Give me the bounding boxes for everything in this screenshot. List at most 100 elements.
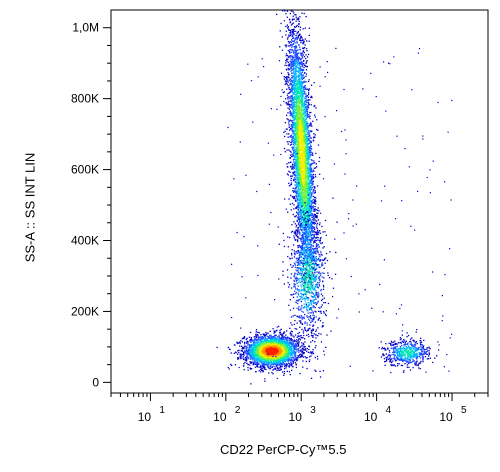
event-dot — [313, 258, 315, 260]
event-dot — [310, 210, 313, 212]
event-dot — [302, 268, 304, 270]
event-dot — [265, 357, 267, 360]
event-dot — [291, 81, 294, 84]
event-dot — [307, 132, 309, 134]
event-dot — [297, 332, 299, 335]
event-dot — [285, 55, 287, 57]
event-dot — [287, 72, 289, 74]
event-dot — [295, 194, 297, 197]
event-dot — [311, 353, 313, 355]
event-dot — [262, 336, 264, 338]
event-dot — [314, 241, 316, 243]
event-dot — [253, 357, 255, 360]
event-dot — [262, 348, 265, 351]
event-dot — [297, 18, 299, 21]
event-dot — [298, 350, 300, 352]
event-dot — [269, 353, 271, 355]
event-dot — [263, 362, 265, 364]
event-dot — [289, 346, 291, 348]
event-dot — [295, 363, 297, 365]
event-dot — [284, 336, 286, 338]
event-dot — [273, 334, 276, 337]
event-dot — [249, 346, 251, 348]
event-dot — [303, 116, 305, 119]
event-dot — [317, 129, 319, 131]
event-dot — [266, 365, 268, 367]
event-dot — [296, 350, 298, 352]
event-dot — [311, 330, 313, 332]
event-dot — [279, 361, 281, 363]
event-dot — [311, 202, 313, 204]
event-dot — [297, 300, 299, 302]
event-dot — [280, 354, 282, 356]
event-dot — [285, 62, 287, 64]
event-dot — [266, 353, 268, 356]
event-dot — [252, 342, 255, 344]
event-dot — [291, 43, 293, 45]
event-dot — [256, 341, 258, 344]
event-dot — [279, 337, 281, 339]
event-dot — [305, 108, 307, 110]
event-dot — [257, 354, 260, 356]
event-dot — [309, 135, 311, 137]
event-dot — [305, 124, 308, 126]
event-dot — [284, 83, 286, 85]
event-dot — [292, 213, 294, 216]
event-dot — [312, 237, 314, 239]
event-dot — [305, 75, 307, 77]
event-dot — [305, 303, 308, 306]
event-dot — [303, 137, 305, 140]
event-dot — [295, 345, 297, 347]
event-dot — [269, 334, 271, 336]
event-dot — [295, 16, 297, 18]
event-dot — [306, 138, 309, 140]
event-dot — [269, 359, 271, 361]
event-dot — [315, 226, 318, 228]
event-dot — [293, 33, 295, 35]
event-dot — [240, 355, 243, 357]
event-dot — [306, 56, 309, 58]
event-dot — [316, 128, 318, 131]
event-dot — [274, 363, 277, 365]
event-dot — [267, 345, 269, 347]
event-dot — [292, 123, 294, 126]
event-dot — [282, 335, 284, 337]
event-dot — [294, 73, 297, 75]
event-dot — [227, 346, 229, 349]
event-dot — [299, 79, 301, 81]
event-dot — [216, 346, 218, 349]
event-dot — [258, 351, 260, 353]
event-dot — [308, 172, 310, 174]
event-dot — [280, 346, 282, 348]
event-dot — [306, 347, 308, 350]
event-dot — [294, 152, 296, 154]
event-dot — [314, 162, 316, 164]
event-dot — [263, 367, 265, 369]
event-dot — [311, 221, 313, 223]
event-dot — [285, 30, 287, 32]
event-dot — [320, 333, 322, 335]
event-dot — [279, 363, 281, 365]
event-dot — [242, 348, 244, 350]
event-dot — [308, 139, 310, 141]
event-dot — [297, 44, 300, 46]
event-dot — [292, 361, 294, 363]
event-dot — [283, 358, 285, 360]
event-dot — [298, 71, 300, 73]
event-dot — [297, 264, 299, 266]
event-dot — [247, 357, 249, 359]
event-dot — [299, 120, 301, 122]
event-dot — [285, 338, 287, 340]
event-dot — [267, 349, 269, 352]
event-dot — [299, 226, 301, 228]
event-dot — [293, 359, 295, 361]
event-dot — [250, 339, 252, 341]
event-dot — [293, 166, 295, 168]
event-dot — [299, 26, 302, 28]
event-dot — [302, 191, 304, 193]
event-dot — [267, 337, 269, 339]
event-dot — [312, 120, 314, 122]
event-dot — [282, 337, 284, 340]
event-dot — [294, 121, 296, 124]
event-dot — [241, 350, 243, 352]
